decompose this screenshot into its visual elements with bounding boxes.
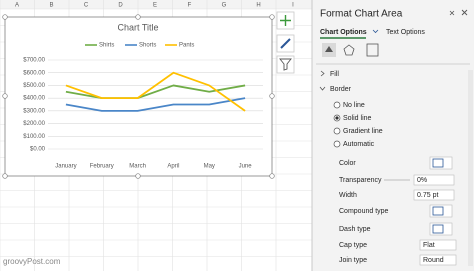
y-tick-label: $700.00 (23, 58, 45, 64)
column-header: B (49, 3, 53, 9)
property-swatch (432, 224, 444, 234)
radio[interactable] (333, 140, 341, 148)
column-header: D (118, 3, 123, 9)
plot: $0.00 $100.00 $200.00 $300.00 $400.00 $500.00… (23, 43, 263, 170)
add-element-icon (280, 15, 291, 26)
filter-icon (279, 58, 292, 71)
effects-icon[interactable] (343, 44, 355, 56)
watermark: groovyPost.com (3, 257, 61, 266)
pane-body: Fill Border No line Solid line Gradient line… (319, 70, 457, 266)
legend-label: Shorts (139, 43, 156, 49)
tab[interactable]: Chart Options (320, 29, 367, 36)
radio[interactable] (333, 127, 341, 135)
legend-label: Pants (179, 43, 194, 49)
column-header: E (153, 3, 157, 9)
property-button[interactable] (429, 204, 453, 218)
column-header: I (292, 3, 294, 9)
x-tick-label: April (167, 164, 179, 170)
y-tick-label: $500.00 (23, 83, 45, 89)
legend-label: Shirts (99, 43, 114, 49)
y-tick-label: $0.00 (30, 147, 46, 153)
property-value: Round (423, 257, 444, 264)
x-tick-label: January (55, 164, 76, 170)
property-input[interactable] (413, 189, 455, 201)
property-swatch (432, 158, 444, 168)
x-tick-label: March (129, 164, 146, 170)
chart-title: Chart Title (117, 22, 158, 32)
y-tick-label: $100.00 (23, 134, 45, 140)
radio-label: Solid line (343, 115, 372, 122)
property-input[interactable] (419, 239, 457, 251)
section-arrow (319, 86, 326, 91)
x-tick-label: May (204, 164, 215, 170)
tab[interactable]: Text Options (386, 29, 425, 36)
close-button[interactable] (461, 9, 468, 16)
fill-glyph (325, 46, 333, 52)
section-header[interactable]: Fill (330, 71, 339, 78)
property-button[interactable] (429, 156, 453, 170)
section-header[interactable]: Border (330, 86, 352, 93)
property-value: Flat (423, 242, 435, 249)
brush-icon (280, 38, 291, 49)
x-tick-label: June (239, 164, 253, 170)
property-label: Compound type (339, 208, 389, 215)
y-tick-label: $600.00 (23, 70, 45, 76)
property-value: 0% (417, 177, 427, 184)
scrollbar[interactable] (468, 70, 473, 266)
property-label: Color (339, 160, 356, 167)
property-input[interactable] (413, 174, 455, 186)
column-header: A (15, 3, 19, 9)
property-input[interactable] (419, 254, 457, 266)
column-header: C (84, 3, 89, 9)
property-label: Cap type (339, 242, 367, 249)
series-line (65, 71, 246, 112)
pane-menu[interactable] (449, 10, 455, 16)
size-icon[interactable] (366, 43, 379, 57)
y-tick-label: $200.00 (23, 121, 45, 127)
property-value: 0.75 pt (417, 192, 438, 199)
property-label: Dash type (339, 226, 371, 233)
column-header: F (188, 3, 192, 9)
handles (2, 14, 275, 179)
column-header: H (256, 3, 260, 9)
pane-title: Format Chart Area (320, 9, 403, 20)
y-tick-label: $400.00 (23, 96, 45, 102)
column-header: G (222, 3, 227, 9)
radio-label: Automatic (343, 141, 375, 148)
x-tick-label: February (90, 164, 114, 170)
property-swatch (432, 206, 444, 216)
series-line (65, 97, 246, 112)
tab-arrow (372, 29, 379, 34)
radio-label: No line (343, 102, 365, 109)
property-button[interactable] (429, 222, 453, 236)
radio-label: Gradient line (343, 128, 383, 135)
radio-dot (335, 116, 339, 120)
section-arrow (320, 70, 325, 77)
y-tick-label: $300.00 (23, 108, 45, 114)
column-header-bar (0, 0, 312, 9)
property-label: Transparency (339, 177, 382, 184)
radio[interactable] (333, 101, 341, 109)
property-label: Width (339, 192, 357, 199)
property-label: Join type (339, 257, 367, 264)
